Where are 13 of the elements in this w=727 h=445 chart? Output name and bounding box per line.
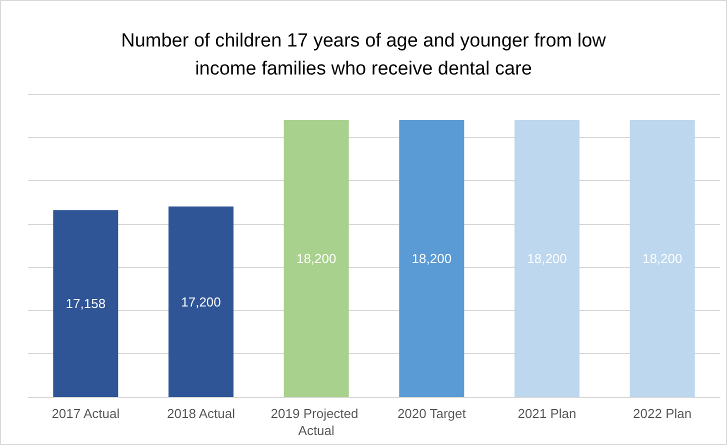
data-label: 17,158 [66,296,106,312]
x-tick-label: 2020 Target [397,406,466,421]
data-label: 18,200 [527,250,567,266]
x-tick-label: 2017 Actual [52,406,120,421]
x-tick-label: 2018 Actual [167,406,236,421]
data-label: 18,200 [296,250,336,266]
x-tick-label: 2022 Plan [633,406,692,421]
chart-title: Number of children 17 years of age and younger from low income families who receive dental care [121,30,606,80]
data-label: 18,200 [412,250,452,266]
x-tick-label: 2019 Projected Actual [270,406,362,438]
data-label: 17,200 [181,294,221,310]
data-label: 18,200 [642,250,682,266]
x-tick-label: 2021 Plan [518,406,576,421]
